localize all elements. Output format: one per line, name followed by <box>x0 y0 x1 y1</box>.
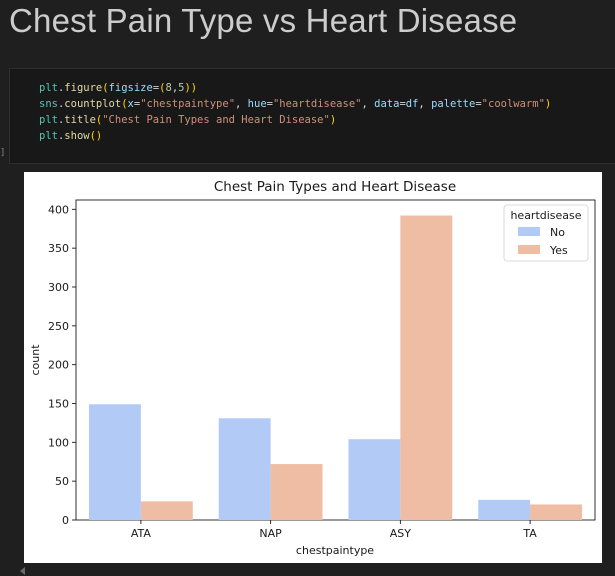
code-token: = <box>475 98 482 110</box>
plot-area <box>75 199 596 521</box>
code-line: sns.countplot(x="chestpaintype", hue="he… <box>39 96 551 112</box>
code-token: . <box>57 130 65 142</box>
code-token: palette <box>431 98 476 110</box>
y-axis-ticks: 0 50 100 150 200 250 300 350 400 <box>48 203 76 527</box>
code-line: plt.figure(figsize=(8,5)) <box>39 80 551 96</box>
y-tick-label: 100 <box>48 436 69 449</box>
y-tick-label: 250 <box>48 320 69 333</box>
axes-border <box>75 199 596 521</box>
y-tick-label: 200 <box>48 359 69 372</box>
code-token: , <box>171 82 179 94</box>
code-token: . <box>57 114 65 126</box>
scroll-left-arrow-icon[interactable] <box>20 567 25 575</box>
code-token: plt <box>39 114 58 126</box>
bar-ata-yes <box>140 501 193 520</box>
code-token: () <box>89 130 103 142</box>
x-tick-label: TA <box>522 527 537 540</box>
code-token: = <box>133 98 141 110</box>
code-token: . <box>57 82 65 94</box>
code-token: , <box>235 98 248 110</box>
code-token: title <box>64 114 96 126</box>
code-token: ) <box>544 98 552 110</box>
code-token: 5 <box>178 82 185 94</box>
code-token: "Chest Pain Types and Heart Disease" <box>102 114 330 126</box>
x-tick-label: ATA <box>131 527 152 540</box>
code-token: = <box>399 98 406 110</box>
code-token: . <box>57 98 65 110</box>
bar-group <box>88 215 583 520</box>
code-token: figsize <box>108 82 153 94</box>
code-token: plt <box>39 130 58 142</box>
x-axis-ticks: ATA NAP ASY TA <box>131 520 537 540</box>
bar-nap-yes <box>270 464 323 520</box>
bar-ta-yes <box>530 504 583 520</box>
bar-nap-no <box>218 418 271 520</box>
cell-output: Chest Pain Types and Heart Disease 0 50 10… <box>24 172 602 563</box>
x-tick-label: NAP <box>259 527 282 540</box>
legend-label-yes: Yes <box>549 244 568 257</box>
code-token: plt <box>39 82 58 94</box>
code-token: , <box>361 98 375 110</box>
code-line: plt.title("Chest Pain Types and Heart Di… <box>39 112 551 128</box>
code-token: df <box>405 98 419 110</box>
legend-swatch-yes <box>518 245 540 254</box>
chart-title: Chest Pain Types and Heart Disease <box>214 179 456 195</box>
code-token: )) <box>184 82 198 94</box>
code-token: data <box>374 98 400 110</box>
countplot-chart: Chest Pain Types and Heart Disease 0 50 10… <box>29 179 596 557</box>
code-line: plt.show() <box>39 128 551 144</box>
y-tick-label: 400 <box>48 203 69 216</box>
code-token: figure <box>64 82 103 94</box>
code-token: 8 <box>165 82 172 94</box>
code-token: x <box>127 98 134 110</box>
code-token: = <box>266 98 273 110</box>
bar-ata-no <box>88 404 141 520</box>
code-token: , <box>418 98 432 110</box>
code-token: ( <box>121 98 128 110</box>
code-token: ) <box>329 114 337 126</box>
code-token: hue <box>247 98 267 110</box>
y-axis-label: count <box>29 344 42 376</box>
legend-title: heartdisease <box>510 209 581 222</box>
code-editor[interactable]: plt.figure(figsize=(8,5)) sns.countplot(x… <box>39 80 551 144</box>
code-token: countplot <box>64 98 122 110</box>
code-token: "coolwarm" <box>481 98 545 110</box>
notebook-markdown-heading: Chest Pain Type vs Heart Disease <box>9 2 518 39</box>
code-cell[interactable]: plt.figure(figsize=(8,5)) sns.countplot(x… <box>9 68 615 164</box>
bar-asy-no <box>348 439 401 520</box>
code-token: "heartdisease" <box>272 98 362 110</box>
y-tick-label: 150 <box>48 397 69 410</box>
y-tick-label: 50 <box>55 475 69 488</box>
legend-label-no: No <box>550 226 565 239</box>
code-token: ( <box>95 114 103 126</box>
y-tick-label: 0 <box>62 514 69 527</box>
legend-swatch-no <box>518 227 540 236</box>
y-tick-label: 300 <box>48 281 69 294</box>
bar-ta-no <box>478 499 531 520</box>
code-token: ( <box>159 82 166 94</box>
x-axis-label: chestpaintype <box>296 544 374 557</box>
code-token: ( <box>102 82 109 94</box>
code-token: = <box>152 82 160 94</box>
y-tick-label: 350 <box>48 242 69 255</box>
execution-count-marker: ] <box>0 148 6 158</box>
bar-asy-yes <box>400 215 453 520</box>
code-token: show <box>64 130 90 142</box>
code-token: "chestpaintype" <box>140 98 236 110</box>
legend: heartdisease No Yes <box>503 204 589 262</box>
code-token: sns <box>39 98 58 110</box>
x-tick-label: ASY <box>390 527 412 540</box>
